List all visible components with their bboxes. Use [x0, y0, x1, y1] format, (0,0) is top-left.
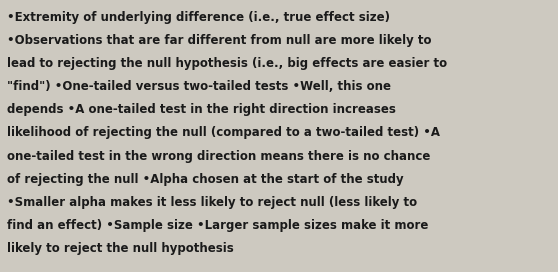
Text: •Extremity of underlying difference (i.e., true effect size): •Extremity of underlying difference (i.e…: [7, 11, 389, 24]
Text: •Smaller alpha makes it less likely to reject null (less likely to: •Smaller alpha makes it less likely to r…: [7, 196, 417, 209]
Text: depends •A one-tailed test in the right direction increases: depends •A one-tailed test in the right …: [7, 103, 396, 116]
Text: likelihood of rejecting the null (compared to a two-tailed test) •A: likelihood of rejecting the null (compar…: [7, 126, 440, 140]
Text: find an effect) •Sample size •Larger sample sizes make it more: find an effect) •Sample size •Larger sam…: [7, 219, 428, 232]
Text: "find") •One-tailed versus two-tailed tests •Well, this one: "find") •One-tailed versus two-tailed te…: [7, 80, 391, 93]
Text: one-tailed test in the wrong direction means there is no chance: one-tailed test in the wrong direction m…: [7, 150, 430, 163]
Text: likely to reject the null hypothesis: likely to reject the null hypothesis: [7, 242, 233, 255]
Text: •Observations that are far different from null are more likely to: •Observations that are far different fro…: [7, 34, 431, 47]
Text: lead to rejecting the null hypothesis (i.e., big effects are easier to: lead to rejecting the null hypothesis (i…: [7, 57, 447, 70]
Text: of rejecting the null •Alpha chosen at the start of the study: of rejecting the null •Alpha chosen at t…: [7, 173, 403, 186]
